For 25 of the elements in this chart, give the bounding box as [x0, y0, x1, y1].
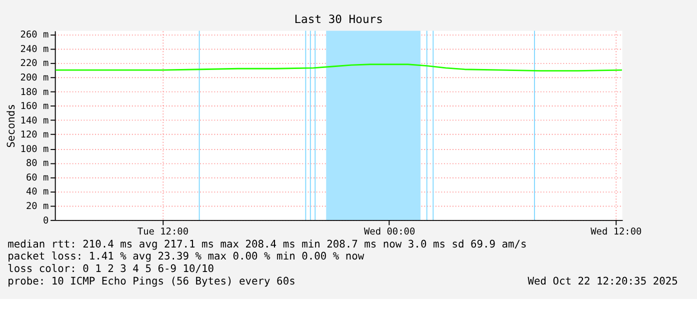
y-tick-label: 200 m	[20, 72, 50, 84]
x-tick-label: Wed 12:00	[590, 226, 642, 238]
y-tick-label: 260 m	[20, 30, 50, 41]
y-tick-label: 60 m	[26, 172, 50, 184]
y-tick-label: 220 m	[20, 58, 50, 70]
y-axis-title: Seconds	[6, 104, 18, 148]
y-tick-label: 0	[43, 215, 50, 226]
chart-title: Last 30 Hours	[294, 12, 383, 26]
y-tick-label: 240 m	[20, 44, 50, 55]
text: packet loss: 1.41 % avg 23.39 % max 0.00 % min 0.00 % now	[8, 250, 365, 263]
y-tick-label: 180 m	[20, 86, 50, 98]
x-tick-label: Tue 12:00	[137, 226, 189, 238]
text: loss color: 0 1 2 3 4 5 6-9 10/10	[8, 262, 214, 275]
y-tick-label: 100 m	[20, 144, 50, 155]
text: median rtt: 210.4 ms avg 217.1 ms max 208.4 ms min 208.7 ms now 3.0 ms sd 69.9 am/s	[8, 238, 527, 250]
y-tick-label: 140 m	[20, 115, 50, 126]
x-tick-label: Wed 00:00	[364, 226, 416, 238]
y-tick-label: 20 m	[26, 200, 50, 212]
y-tick-label: 80 m	[26, 158, 50, 170]
y-tick-label: 120 m	[20, 130, 50, 141]
y-tick-label: 40 m	[26, 186, 50, 198]
line-series	[54, 64, 623, 72]
y-tick-label: 160 m	[20, 101, 50, 112]
text: Wed Oct 22 12:20:35 2025	[528, 275, 678, 288]
text: probe: 10 ICMP Echo Pings (56 Bytes) every 60s	[8, 275, 296, 288]
